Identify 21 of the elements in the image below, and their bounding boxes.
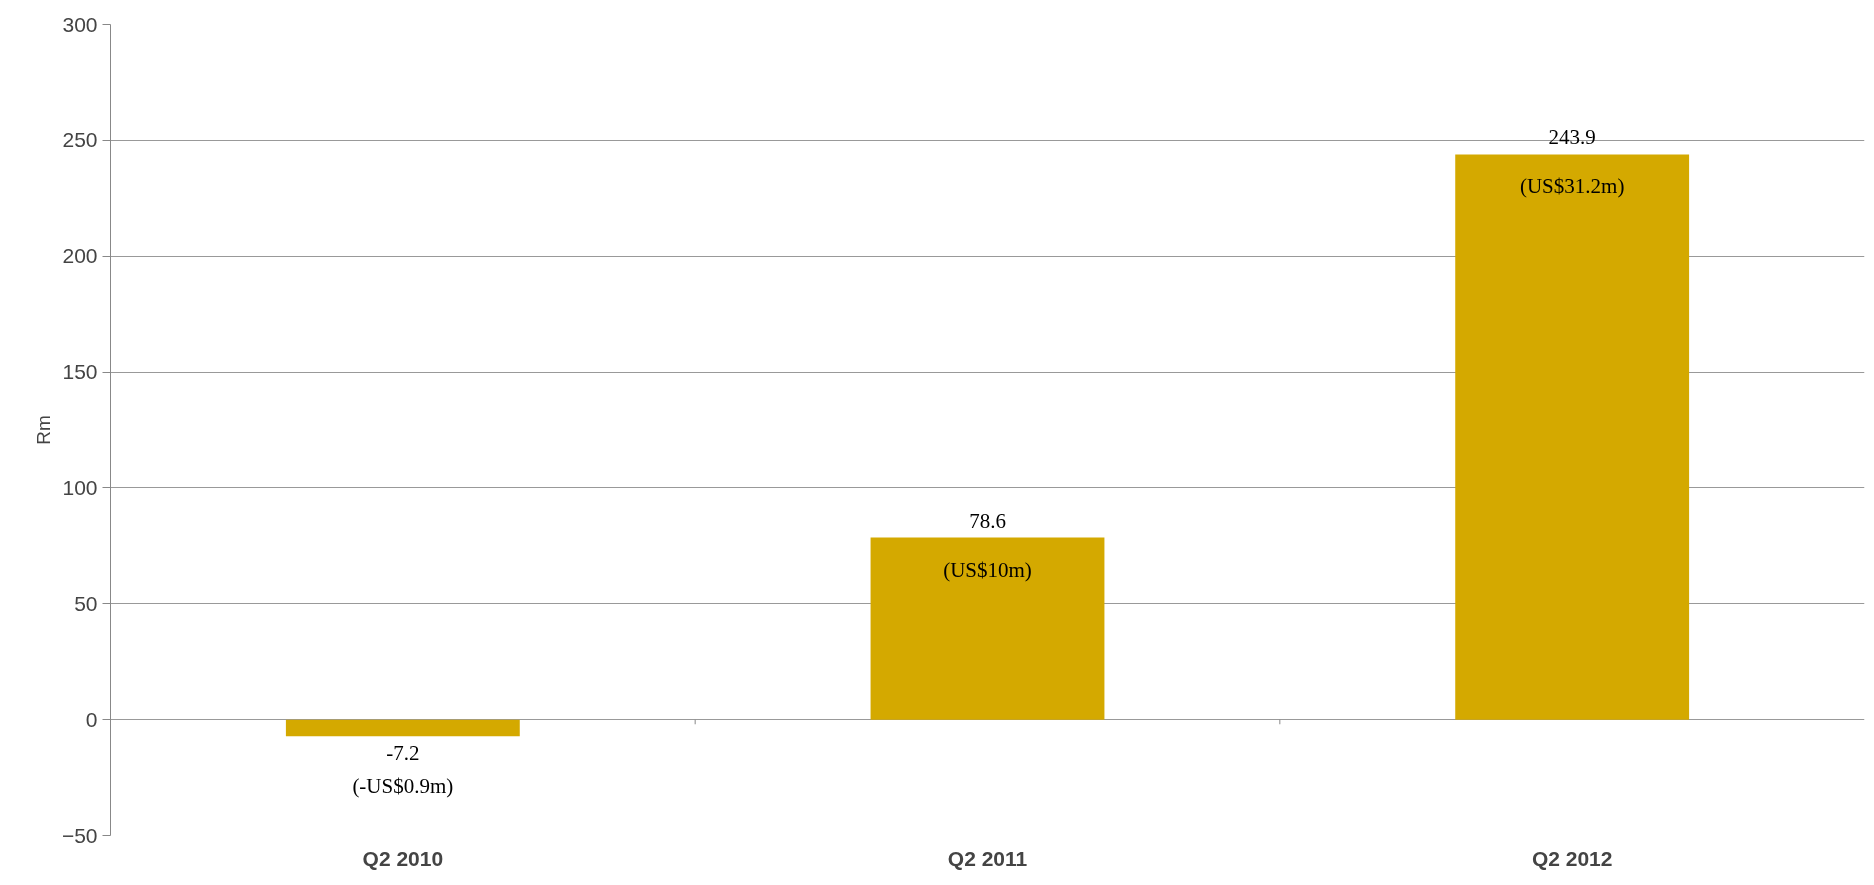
y-tick-label: 300: [62, 12, 98, 36]
y-tick-label: 0: [85, 707, 98, 731]
annotation: (-US$0.9m): [352, 774, 454, 799]
bar: [1455, 154, 1690, 720]
x-tick-label: Q2 2011: [947, 846, 1028, 870]
bar: [285, 719, 520, 737]
y-tick-label: −50: [61, 823, 98, 847]
data-label: 78.6: [969, 508, 1006, 533]
annotation: (US$31.2m): [1519, 174, 1625, 199]
y-tick-label: 250: [62, 128, 98, 152]
bar: [870, 537, 1105, 720]
y-axis-title: Rm: [32, 415, 54, 445]
x-tick-label: Q2 2010: [362, 846, 444, 870]
x-tick-label: Q2 2012: [1531, 846, 1613, 870]
annotation: (US$10m): [943, 557, 1032, 582]
data-label: 243.9: [1548, 125, 1596, 150]
y-tick-label: 150: [62, 360, 98, 384]
y-tick-label: 100: [62, 475, 98, 499]
y-tick-label: 200: [62, 244, 98, 268]
data-label: -7.2: [386, 741, 420, 766]
y-tick-label: 50: [74, 591, 98, 615]
